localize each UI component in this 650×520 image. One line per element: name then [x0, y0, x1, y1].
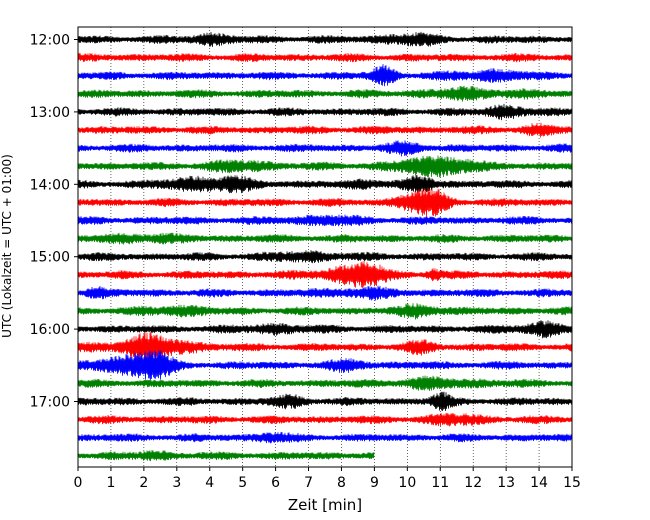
x-tick-label: 10	[398, 475, 416, 491]
x-tick-label: 8	[337, 475, 346, 491]
seismic-trace	[77, 449, 375, 462]
y-tick-label: 13:00	[30, 105, 70, 121]
y-tick-label: 16:00	[30, 322, 70, 338]
x-tick-label: 9	[370, 475, 379, 491]
y-axis-ticks: 12:00 13:00 14:00 15:00 16:00 17:00	[30, 33, 78, 411]
y-tick-label: 15:00	[30, 250, 70, 266]
x-tick-label: 14	[530, 475, 548, 491]
seismic-trace	[77, 250, 573, 264]
seismic-trace	[77, 187, 573, 218]
seismic-trace	[77, 85, 573, 102]
y-tick-label: 12:00	[30, 33, 70, 49]
seismic-trace	[77, 174, 573, 194]
y-axis-label: UTC (Lokalzeit = UTC + 01:00)	[0, 154, 14, 338]
seismic-trace	[77, 140, 573, 157]
plot-frame	[77, 26, 573, 468]
seismic-trace	[77, 103, 573, 121]
x-tick-label: 13	[497, 475, 515, 491]
seismic-trace	[77, 375, 573, 391]
seismic-trace	[77, 391, 573, 412]
x-axis-ticks: 0 1 2 3 4 5 6 7 8 9 10 11 12 13 14 15	[74, 467, 581, 491]
seismic-trace	[77, 285, 573, 301]
seismic-trace	[77, 214, 573, 227]
x-tick-label: 0	[74, 475, 83, 491]
x-tick-label: 4	[205, 475, 214, 491]
seismic-trace	[77, 52, 573, 63]
seismic-trace	[77, 64, 573, 87]
seismic-trace	[77, 31, 573, 48]
y-tick-label: 14:00	[30, 177, 70, 193]
x-tick-label: 15	[563, 475, 581, 491]
x-tick-label: 12	[464, 475, 482, 491]
traces	[77, 31, 573, 462]
seismic-trace	[77, 122, 573, 138]
x-tick-label: 3	[172, 475, 181, 491]
x-tick-label: 7	[304, 475, 313, 491]
x-tick-label: 5	[238, 475, 247, 491]
seismic-trace	[77, 349, 573, 381]
x-axis-label: Zeit [min]	[288, 496, 362, 514]
x-tick-label: 6	[271, 475, 280, 491]
x-tick-label: 1	[106, 475, 115, 491]
seismic-trace	[77, 261, 573, 289]
seismic-trace	[77, 412, 573, 427]
seismic-trace	[77, 303, 573, 320]
y-tick-label: 17:00	[30, 395, 70, 411]
x-tick-label: 2	[139, 475, 148, 491]
x-tick-label: 11	[431, 475, 449, 491]
seismic-trace	[77, 331, 573, 362]
seismic-trace	[77, 232, 573, 245]
seismic-trace	[77, 155, 573, 178]
seismic-trace	[77, 320, 573, 339]
seismic-trace	[77, 431, 573, 444]
